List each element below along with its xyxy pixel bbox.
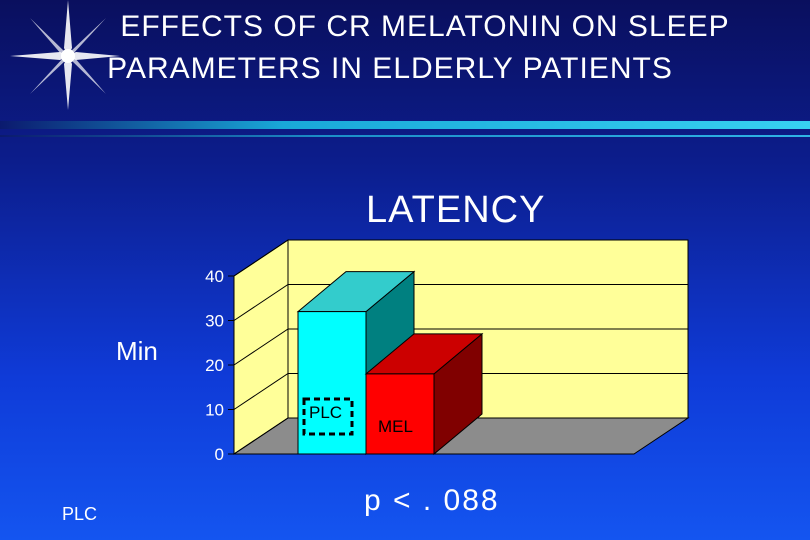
title-divider-thin <box>0 135 810 137</box>
slide-title-line-2: PARAMETERS IN ELDERLY PATIENTS <box>107 52 673 85</box>
p-value-text: p < . 088 <box>364 484 500 517</box>
y-axis-label: Min <box>116 336 158 366</box>
gridline <box>233 239 688 277</box>
bar-label-plc: PLC <box>309 403 342 422</box>
sparkle-decoration <box>10 0 120 110</box>
chart-title: LATENCY <box>366 189 546 231</box>
title-divider <box>0 121 810 129</box>
y-tick-label: 0 <box>215 445 224 464</box>
gridline <box>233 328 688 366</box>
slide-title-line-1: EFFECTS OF CR MELATONIN ON SLEEP <box>120 10 730 43</box>
y-tick-label: 40 <box>205 267 224 286</box>
y-tick-label: 10 <box>205 401 224 420</box>
y-tick-label: 20 <box>205 356 224 375</box>
footer-text: PLC <box>62 504 98 524</box>
bar-label-mel: MEL <box>378 417 413 436</box>
gridline <box>233 373 688 410</box>
gridline <box>233 417 688 455</box>
gridline <box>233 284 688 321</box>
y-tick-label: 30 <box>205 312 224 331</box>
bar-label-plc-box <box>302 397 354 436</box>
bar-mel <box>365 373 435 455</box>
slide-title: EFFECTS OF CR MELATONIN ON SLEEP PARAMET… <box>40 6 810 90</box>
